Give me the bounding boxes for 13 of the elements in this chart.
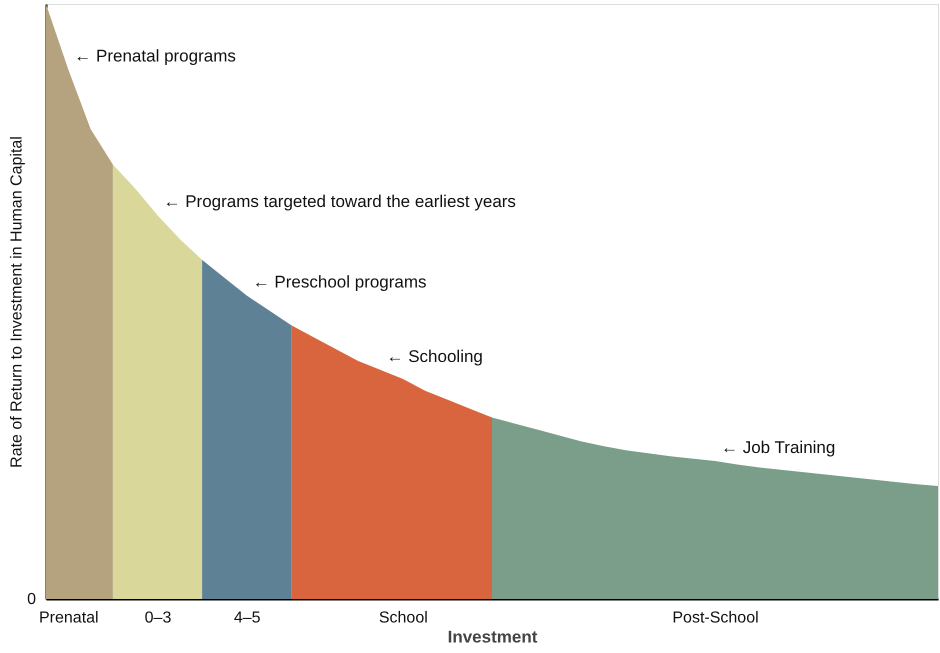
x-axis-title: Investment [448,628,538,646]
annotation: ← Programs targeted toward the earliest years [164,192,516,212]
annotation: ← Schooling [386,346,483,366]
annotation: ← Prenatal programs [74,46,236,66]
x-tick-label: Prenatal [39,610,99,626]
x-tick-label: School [378,610,428,626]
y-axis-title: Rate of Return to Investment in Human Capital [8,136,26,468]
x-tick-label: Post-School [672,610,759,626]
annotation: ← Job Training [721,438,836,457]
text: 0 [27,591,36,608]
x-tick-label: 0–3 [144,610,172,626]
x-tick-label: 4–5 [234,610,261,626]
annotation: ← Preschool programs [252,272,427,292]
